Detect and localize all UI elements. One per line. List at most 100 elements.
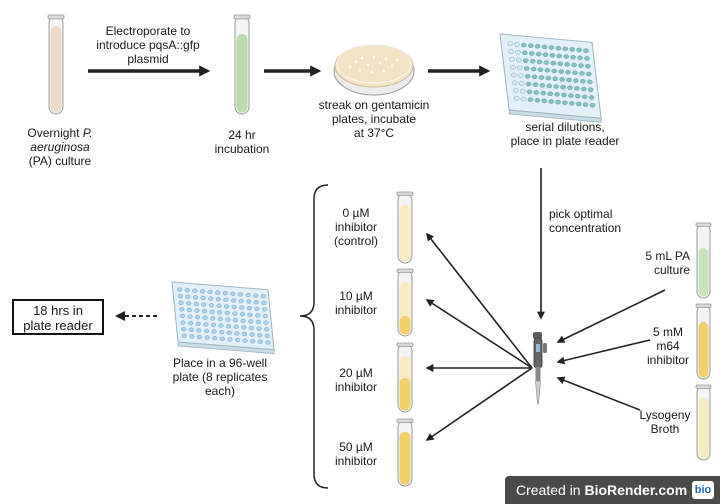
plate-well <box>180 320 186 325</box>
plate-well <box>217 316 223 322</box>
plate-well <box>262 307 268 312</box>
plate-well <box>250 339 256 344</box>
plate-well <box>523 66 530 71</box>
plate-well <box>187 314 193 319</box>
plate-well <box>249 332 255 337</box>
pa-culture-tube <box>695 222 712 299</box>
plate-well <box>219 336 225 341</box>
tube-0-label: 0 µM inhibitor (control) <box>333 206 378 248</box>
plate-well <box>177 294 183 299</box>
plate-well <box>565 69 571 75</box>
pipette <box>533 332 547 405</box>
plate-well <box>208 303 215 308</box>
plate-well <box>525 81 532 87</box>
plate-well <box>549 53 556 58</box>
plate-well <box>200 295 206 301</box>
plate-well <box>550 60 557 66</box>
plate-well <box>207 289 213 295</box>
grouping-brace <box>299 184 329 489</box>
plate-step-label: Place in a 96-well plate (8 replicates e… <box>172 356 268 398</box>
plate-well <box>209 309 215 314</box>
plate-well <box>195 321 201 326</box>
plate-well <box>530 66 537 72</box>
biorender-badge[interactable]: Created in BioRender.com bio <box>505 476 720 504</box>
plate-well <box>225 317 231 322</box>
plate-well <box>224 304 230 309</box>
plate-well <box>226 330 232 335</box>
plate-well <box>529 58 536 64</box>
plate-well <box>218 323 224 328</box>
plate-well <box>204 335 210 340</box>
plate-well <box>589 102 596 108</box>
plate-well <box>547 91 554 96</box>
plate-well <box>517 73 524 78</box>
plate-well <box>571 62 577 68</box>
plate-well <box>537 67 544 72</box>
plate-well <box>568 93 574 98</box>
plate-well <box>540 90 547 96</box>
plate-well <box>576 47 582 53</box>
plate-well <box>194 315 201 320</box>
plate-well <box>564 62 570 67</box>
plate-well <box>516 65 523 71</box>
reagent-inhibitor-label: 5 mM m64 inhibitor <box>646 325 690 367</box>
plate-well <box>541 98 548 104</box>
plate-well <box>522 50 528 56</box>
arrow-to-tube-10 <box>425 299 533 369</box>
plate-well <box>575 93 581 99</box>
plate-well <box>245 292 251 298</box>
badge-text: Created in BioRender.com <box>516 482 688 498</box>
plate-well <box>534 44 541 49</box>
plate-well <box>569 47 575 52</box>
plate-well <box>559 77 565 82</box>
plate-well <box>248 325 255 331</box>
plate-well <box>579 71 585 76</box>
plate-well <box>255 319 261 325</box>
plate-well <box>577 55 583 61</box>
ninety-six-well-plate <box>171 281 275 355</box>
plate-well <box>179 313 185 319</box>
incubation-tube <box>233 14 251 115</box>
plate-well <box>219 330 225 335</box>
plate-well <box>563 54 570 59</box>
tube-20uM <box>396 342 414 413</box>
plate-well <box>202 315 208 320</box>
plate-well <box>238 298 244 304</box>
plate-well <box>526 89 533 95</box>
plate-well <box>186 307 192 313</box>
plate-well <box>551 68 558 74</box>
plate-well <box>567 85 573 91</box>
plate-well <box>566 77 572 83</box>
plate-well <box>201 309 208 314</box>
plate-well <box>518 81 525 86</box>
plate-well <box>264 327 270 332</box>
plate-well <box>262 313 268 319</box>
plate-well <box>533 90 540 95</box>
plate-well <box>514 42 520 47</box>
plate-well <box>580 86 587 92</box>
plate-well <box>264 333 270 338</box>
plate-well <box>234 331 240 336</box>
plate-well <box>232 311 238 316</box>
plate-well <box>179 307 185 312</box>
plate-well <box>253 293 259 298</box>
plate-well <box>511 72 517 78</box>
plate-well <box>188 327 194 332</box>
electroporate-label: Electroporate to introduce pqsA::gfp pla… <box>96 24 200 66</box>
reagent-pa-label: 5 mL PA culture <box>645 249 690 277</box>
step1-label: Overnight P. aeruginosa (PA) culture <box>27 126 93 168</box>
arrow-broth <box>556 376 641 411</box>
plate-well <box>538 75 545 80</box>
plate-well <box>223 297 229 302</box>
plate-well <box>544 68 551 73</box>
plate-well <box>192 295 199 300</box>
plate-well <box>510 64 516 70</box>
plate-well <box>580 78 586 84</box>
plate-well <box>569 101 575 106</box>
plate-well <box>528 51 535 56</box>
plate-well <box>515 49 521 55</box>
plate-well <box>541 44 548 50</box>
plate-well <box>539 83 546 88</box>
plate-well <box>582 102 589 107</box>
